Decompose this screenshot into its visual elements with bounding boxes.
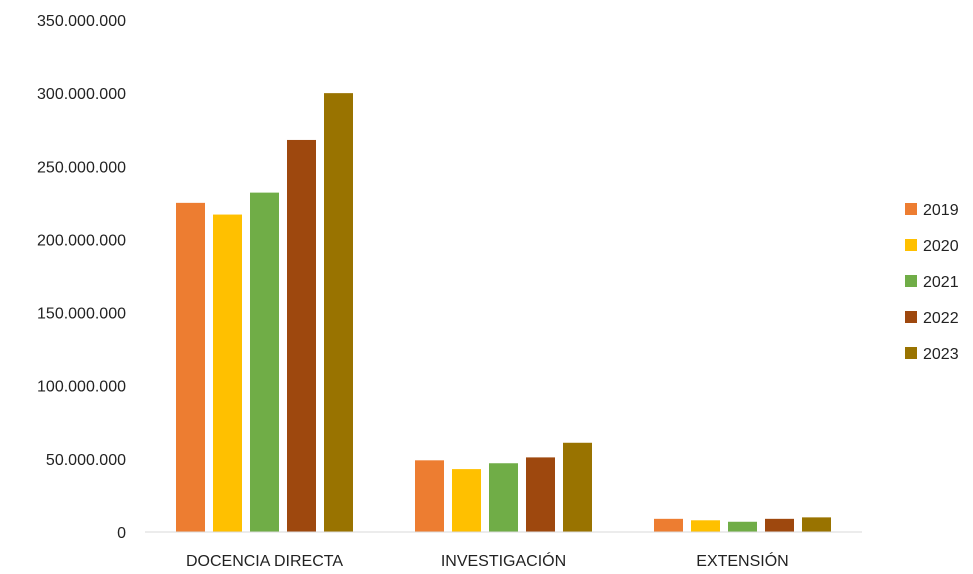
legend-label: 2022 xyxy=(923,310,959,327)
bar-2021 xyxy=(728,521,757,532)
bar-2019 xyxy=(654,518,683,532)
bar-2020 xyxy=(691,520,720,532)
bar-2022 xyxy=(526,457,555,532)
legend-label: 2023 xyxy=(923,346,959,363)
y-axis: 0 50.000.000 100.000.000 150.000.000 200.000… xyxy=(37,13,126,542)
bar-2021 xyxy=(250,192,279,533)
bar-2019 xyxy=(176,202,205,532)
y-tick-label: 50.000.000 xyxy=(46,452,126,469)
x-axis: DOCENCIA DIRECTA INVESTIGACIÓN EXTENSIÓN xyxy=(186,551,789,570)
legend: 2019 2020 2021 2022 2023 xyxy=(905,202,959,363)
legend-label: 2021 xyxy=(923,274,959,291)
y-tick-label: 150.000.000 xyxy=(37,306,126,323)
legend-swatch xyxy=(905,275,917,287)
legend-label: 2019 xyxy=(923,202,959,219)
y-tick-label: 300.000.000 xyxy=(37,86,126,103)
bar-2023 xyxy=(563,442,592,532)
bar-2020 xyxy=(452,469,481,532)
bars xyxy=(176,93,831,533)
bar-2020 xyxy=(213,214,242,532)
bar-2021 xyxy=(489,463,518,532)
y-tick-label: 250.000.000 xyxy=(37,159,126,176)
legend-swatch xyxy=(905,203,917,215)
y-tick-label: 100.000.000 xyxy=(37,379,126,396)
y-tick-label: 200.000.000 xyxy=(37,232,126,249)
legend-swatch xyxy=(905,239,917,251)
y-tick-label: 350.000.000 xyxy=(37,13,126,30)
x-category-label: EXTENSIÓN xyxy=(696,551,788,570)
bar-2023 xyxy=(802,517,831,532)
legend-swatch xyxy=(905,311,917,323)
bar-2019 xyxy=(415,460,444,532)
legend-label: 2020 xyxy=(923,238,959,255)
bar-2023 xyxy=(324,93,353,533)
bar-2022 xyxy=(287,139,316,532)
bar-2022 xyxy=(765,518,794,532)
y-tick-label: 0 xyxy=(117,525,126,542)
x-category-label: INVESTIGACIÓN xyxy=(441,551,566,570)
legend-swatch xyxy=(905,347,917,359)
x-category-label: DOCENCIA DIRECTA xyxy=(186,553,343,570)
